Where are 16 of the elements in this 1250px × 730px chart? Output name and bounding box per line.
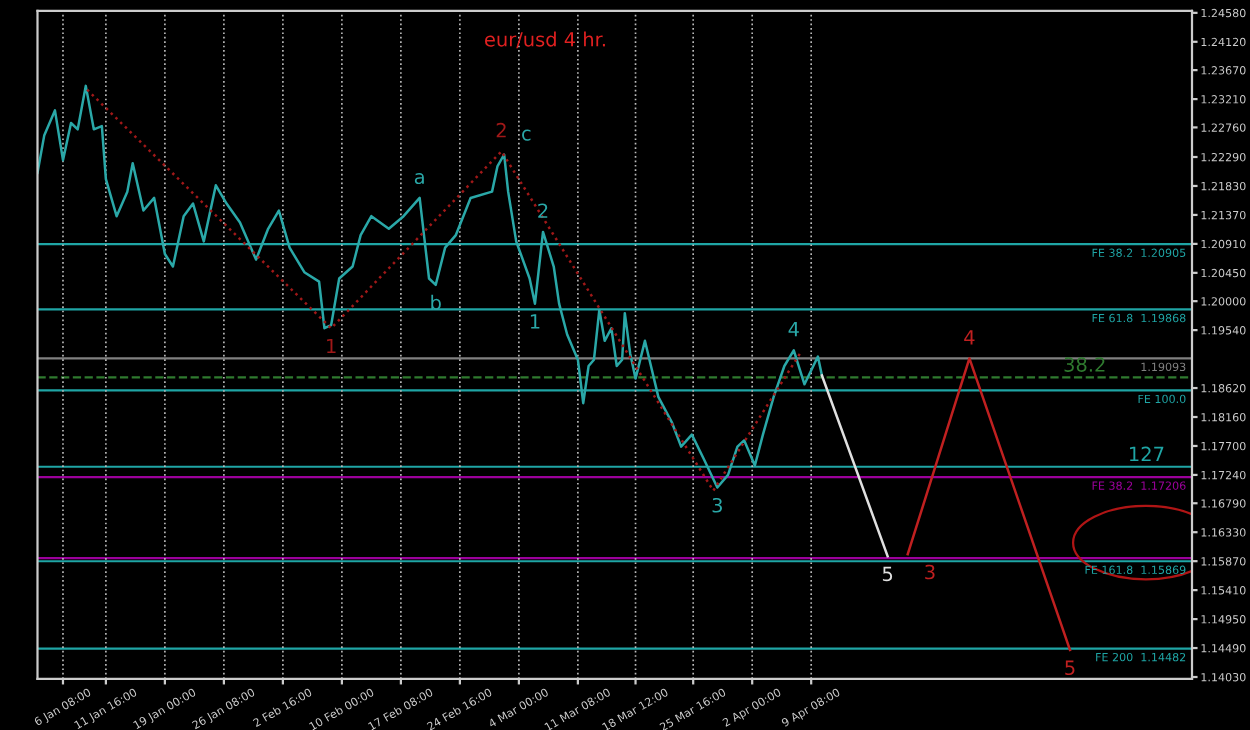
annotation: 4	[788, 322, 799, 337]
annotation: 5	[882, 566, 893, 582]
annotation: 3	[925, 564, 935, 580]
annotation: a	[414, 172, 424, 185]
annotation: 1	[530, 314, 540, 329]
annotation: 4	[964, 330, 975, 345]
annotation: b	[431, 294, 441, 310]
text: eur/usd 4 hr.	[485, 31, 605, 49]
annotation: 127	[1129, 446, 1164, 461]
annotation: 1	[327, 338, 336, 354]
annotation: c	[522, 129, 531, 141]
annotation: 2	[538, 203, 548, 218]
annotation: 5	[1065, 660, 1075, 676]
annotation: 2	[496, 122, 506, 138]
annotation: 3	[712, 497, 722, 513]
annotation: 38.2	[1064, 357, 1105, 372]
